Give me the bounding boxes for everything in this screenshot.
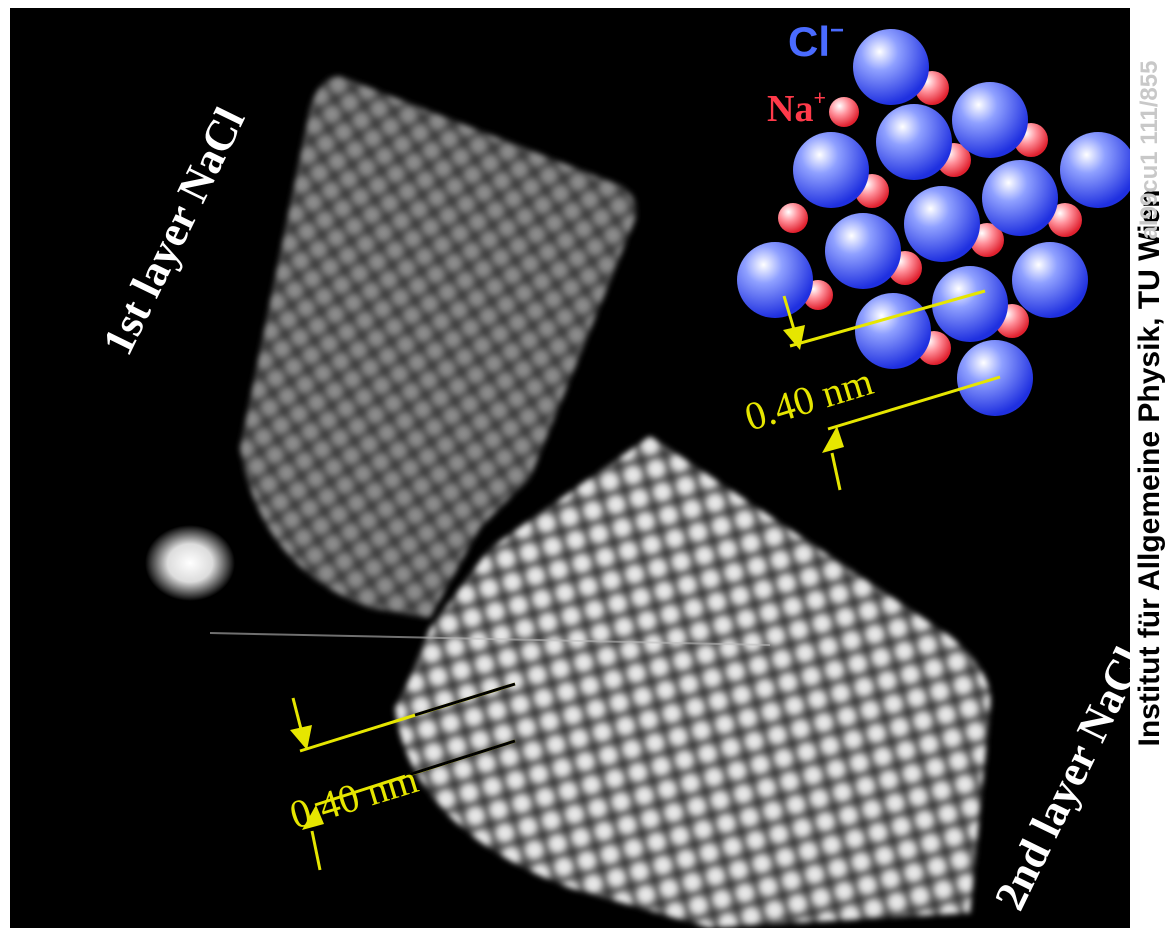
second-layer-island	[395, 436, 991, 928]
stm-scene: 1st layer NaCl 2nd layer NaCl Cl− Na+	[93, 17, 1130, 928]
second-layer-label: 2nd layer NaCl	[985, 640, 1130, 918]
first-layer-island	[145, 76, 637, 618]
cl-ion	[793, 132, 869, 208]
inset-distance-label: 0.40 nm	[739, 358, 878, 439]
na-ion	[829, 97, 859, 127]
credit-strip: Institut für Allgemeine Physik, TU Wien …	[1131, 0, 1169, 936]
institute-credit: Institut für Allgemeine Physik, TU Wien	[1133, 189, 1166, 747]
na-ion	[1048, 203, 1082, 237]
ion-legend: Cl− Na+	[767, 17, 844, 130]
first-layer-label: 1st layer NaCl	[93, 100, 255, 362]
na-ion	[778, 203, 808, 233]
cl-ion	[1060, 132, 1130, 208]
cl-ion	[932, 266, 1008, 342]
cl-ion	[982, 160, 1058, 236]
scan-artifact	[209, 632, 771, 646]
cl-ion	[952, 82, 1028, 158]
stm-image: 1st layer NaCl 2nd layer NaCl Cl− Na+	[10, 8, 1130, 928]
cl-ion	[825, 213, 901, 289]
cl-ion	[1012, 242, 1088, 318]
cl-ion	[855, 293, 931, 369]
cl-ion	[876, 104, 952, 180]
sodium-label: Na+	[767, 85, 826, 130]
main-distance-label: 0.40 nm	[284, 756, 423, 837]
nacl-lattice-model	[737, 29, 1130, 416]
inset-distance-marker	[782, 289, 1001, 491]
image-id: al99cu1 111/855	[1136, 60, 1163, 240]
chloride-label: Cl−	[788, 17, 844, 65]
cl-ion	[853, 29, 929, 105]
main-distance-marker	[290, 682, 516, 871]
cl-ion	[904, 186, 980, 262]
adsorbate-blob	[145, 525, 235, 601]
cl-ion	[737, 242, 813, 318]
